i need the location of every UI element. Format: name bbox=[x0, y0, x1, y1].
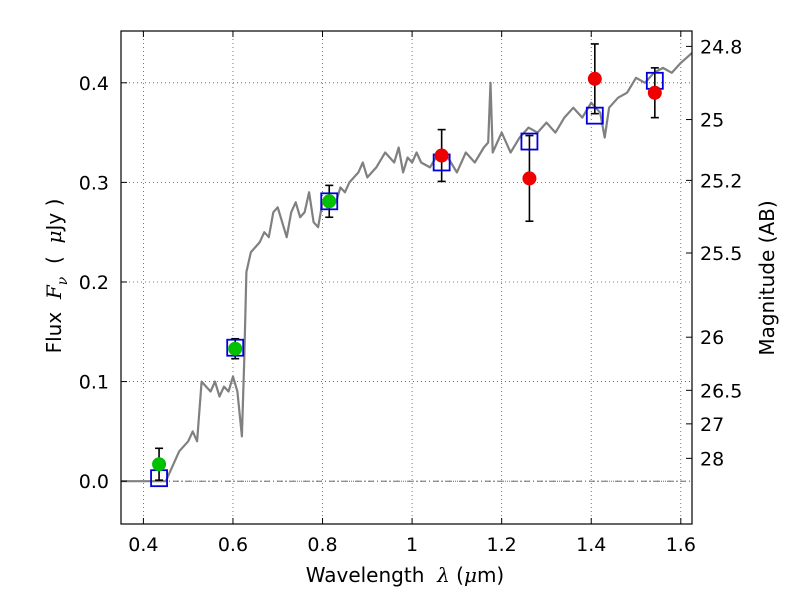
magnitude-tick-label: 24.8 bbox=[700, 36, 742, 58]
plot-frame bbox=[120, 30, 693, 525]
magnitude-tick-label: 25.5 bbox=[700, 243, 742, 265]
observed-photometry-dot bbox=[152, 457, 167, 472]
x-tick-label: 1.4 bbox=[576, 534, 606, 556]
model-photometry-square bbox=[585, 106, 604, 125]
magnitude-tick-labels: 24.8 25 25.2 25.5 26 26.5 27 28 bbox=[700, 36, 742, 470]
y-axis-title: Flux Fν ( μJy ) bbox=[42, 199, 71, 354]
y-tick-label: 0.4 bbox=[79, 73, 109, 95]
x-tick-label: 1 bbox=[406, 534, 418, 556]
y-tick-label: 0.0 bbox=[79, 471, 109, 493]
magnitude-tick-label: 25 bbox=[700, 110, 724, 132]
x-tick-label: 0.6 bbox=[218, 534, 248, 556]
x-tick-label: 0.8 bbox=[307, 534, 337, 556]
magnitude-tick-label: 26 bbox=[700, 327, 724, 349]
error-bars bbox=[155, 43, 659, 481]
observed-photometry-dot bbox=[322, 194, 337, 209]
axis-ticks bbox=[121, 31, 692, 524]
y-tick-label: 0.2 bbox=[79, 272, 109, 294]
y-tick-labels: 0.0 0.1 0.2 0.3 0.4 bbox=[79, 73, 109, 493]
observed-photometry-dot bbox=[587, 71, 602, 86]
model-photometry-markers bbox=[150, 71, 664, 488]
x-tick-label: 0.4 bbox=[128, 534, 158, 556]
observed-photometry-dot bbox=[434, 148, 449, 163]
model-spectrum-line bbox=[121, 52, 692, 483]
y-tick-label: 0.3 bbox=[79, 172, 109, 194]
model-photometry-square bbox=[226, 338, 245, 357]
x-axis-title: Wavelength λ (μm) bbox=[306, 563, 505, 587]
model-photometry-square bbox=[320, 192, 339, 211]
x-tick-labels: 0.4 0.6 0.8 1 1.2 1.4 1.6 bbox=[128, 534, 696, 556]
magnitude-axis-title: Magnitude (AB) bbox=[755, 200, 779, 355]
model-photometry-square bbox=[520, 132, 539, 151]
magnitude-tick-label: 25.2 bbox=[700, 170, 742, 192]
x-tick-label: 1.2 bbox=[487, 534, 517, 556]
observed-photometry-dot bbox=[228, 341, 243, 356]
magnitude-tick-label: 26.5 bbox=[700, 380, 742, 402]
y-tick-label: 0.1 bbox=[79, 372, 109, 394]
x-tick-label: 1.6 bbox=[666, 534, 696, 556]
grid bbox=[121, 31, 692, 524]
magnitude-tick-label: 28 bbox=[700, 448, 724, 470]
observed-photometry-dot bbox=[522, 171, 537, 186]
observed-photometry-dot bbox=[647, 85, 662, 100]
magnitude-tick-label: 27 bbox=[700, 414, 724, 436]
observed-photometry-markers bbox=[152, 71, 662, 472]
